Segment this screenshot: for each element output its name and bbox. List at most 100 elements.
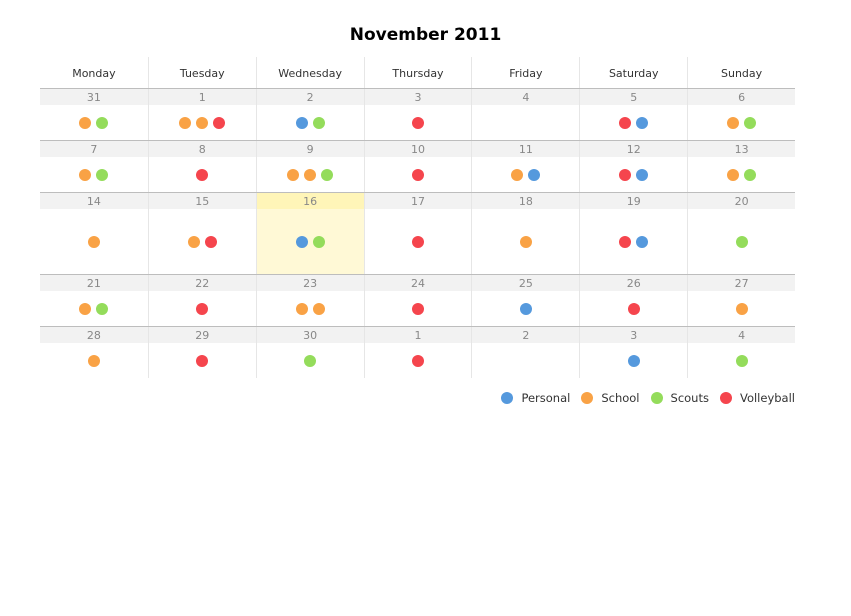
- event-dot-volleyball[interactable]: [619, 168, 632, 181]
- legend-dot-scouts: [650, 392, 663, 404]
- event-dot-school[interactable]: [304, 168, 317, 181]
- event-dot-scouts[interactable]: [96, 302, 109, 315]
- day-number: 5: [580, 89, 688, 105]
- event-dot-volleyball[interactable]: [204, 235, 217, 248]
- day-cell[interactable]: 31: [40, 89, 148, 140]
- day-cell[interactable]: 4: [687, 327, 796, 378]
- day-number: 12: [580, 141, 688, 157]
- legend-dot-volleyball: [719, 392, 732, 404]
- day-cell[interactable]: 1: [363, 327, 472, 378]
- event-dot-school[interactable]: [287, 168, 300, 181]
- day-cell[interactable]: 27: [687, 275, 796, 326]
- day-cell[interactable]: 17: [363, 193, 472, 274]
- day-cell[interactable]: 13: [687, 141, 796, 192]
- event-dot-scouts[interactable]: [735, 235, 748, 248]
- event-dot-school[interactable]: [295, 302, 308, 315]
- event-dot-school[interactable]: [196, 116, 209, 129]
- event-dot-volleyball[interactable]: [412, 168, 424, 181]
- event-dot-personal[interactable]: [519, 302, 532, 315]
- day-cell[interactable]: 30: [255, 327, 364, 378]
- day-cell[interactable]: 10: [363, 141, 472, 192]
- day-cell[interactable]: 29: [147, 327, 256, 378]
- event-dot-volleyball[interactable]: [213, 116, 226, 129]
- event-dot-volleyball[interactable]: [412, 116, 424, 129]
- event-dot-school[interactable]: [519, 235, 532, 248]
- day-number: 1: [148, 89, 256, 105]
- event-dot-volleyball[interactable]: [412, 354, 424, 367]
- day-cell[interactable]: 22: [147, 275, 256, 326]
- day-cell[interactable]: 18: [471, 193, 580, 274]
- day-cell[interactable]: 23: [255, 275, 364, 326]
- day-cell[interactable]: 6: [687, 89, 796, 140]
- event-dot-personal[interactable]: [636, 116, 649, 129]
- event-dot-school[interactable]: [79, 168, 92, 181]
- event-dot-scouts[interactable]: [312, 235, 325, 248]
- legend-item-personal[interactable]: Personal: [501, 391, 570, 405]
- event-dot-scouts[interactable]: [744, 116, 757, 129]
- day-cell[interactable]: 9: [255, 141, 364, 192]
- event-dot-school[interactable]: [511, 168, 524, 181]
- event-dot-school[interactable]: [312, 302, 325, 315]
- legend-item-scouts[interactable]: Scouts: [650, 391, 709, 405]
- event-dot-school[interactable]: [727, 168, 740, 181]
- event-dot-school[interactable]: [79, 302, 92, 315]
- event-dot-volleyball[interactable]: [412, 302, 424, 315]
- event-dot-personal[interactable]: [636, 235, 649, 248]
- event-dot-scouts[interactable]: [744, 168, 757, 181]
- day-cell[interactable]: 28: [40, 327, 148, 378]
- day-number: 29: [148, 327, 256, 343]
- event-dot-personal[interactable]: [295, 116, 308, 129]
- event-dot-scouts[interactable]: [321, 168, 334, 181]
- event-dot-volleyball[interactable]: [619, 235, 632, 248]
- day-cell[interactable]: 11: [471, 141, 580, 192]
- event-dot-school[interactable]: [179, 116, 192, 129]
- day-cell[interactable]: 21: [40, 275, 148, 326]
- day-cell[interactable]: 4: [471, 89, 580, 140]
- event-dot-personal[interactable]: [528, 168, 541, 181]
- day-cell[interactable]: 3: [579, 327, 688, 378]
- event-dot-volleyball[interactable]: [196, 168, 209, 181]
- day-cell[interactable]: 5: [579, 89, 688, 140]
- event-dot-volleyball[interactable]: [196, 302, 209, 315]
- day-cell[interactable]: 14: [40, 193, 148, 274]
- weeks-container: 31 1 2 3 4 5 6 7 8 9 10 11 12 13 14 15 16 17 18 19 20 21 22 23 2…: [40, 89, 796, 378]
- event-dot-volleyball[interactable]: [412, 235, 424, 248]
- event-dot-scouts[interactable]: [96, 168, 109, 181]
- event-dot-scouts[interactable]: [312, 116, 325, 129]
- event-dot-scouts[interactable]: [735, 354, 748, 367]
- day-cell[interactable]: 24: [363, 275, 472, 326]
- day-cell-today[interactable]: 16: [255, 193, 364, 274]
- event-dot-school[interactable]: [727, 116, 740, 129]
- event-dot-volleyball[interactable]: [196, 354, 209, 367]
- legend-item-volleyball[interactable]: Volleyball: [719, 391, 795, 405]
- event-dot-school[interactable]: [87, 235, 100, 248]
- day-cell[interactable]: 25: [471, 275, 580, 326]
- day-cell[interactable]: 2: [255, 89, 364, 140]
- event-dot-school[interactable]: [87, 354, 100, 367]
- day-events: [365, 209, 472, 274]
- day-events: [688, 105, 795, 140]
- event-dot-scouts[interactable]: [304, 354, 317, 367]
- event-dot-personal[interactable]: [627, 354, 640, 367]
- day-cell[interactable]: 26: [579, 275, 688, 326]
- event-dot-personal[interactable]: [636, 168, 649, 181]
- event-dot-school[interactable]: [187, 235, 200, 248]
- day-cell[interactable]: 7: [40, 141, 148, 192]
- event-dot-school[interactable]: [79, 116, 92, 129]
- day-cell[interactable]: 1: [147, 89, 256, 140]
- event-dot-volleyball[interactable]: [627, 302, 640, 315]
- day-cell[interactable]: 20: [687, 193, 796, 274]
- legend-item-school[interactable]: School: [581, 391, 640, 405]
- day-cell[interactable]: 2: [471, 327, 580, 378]
- event-dot-school[interactable]: [735, 302, 748, 315]
- event-dot-volleyball[interactable]: [619, 116, 632, 129]
- day-cell[interactable]: 3: [363, 89, 472, 140]
- legend: Personal School Scouts Volleyball: [490, 391, 795, 405]
- day-cell[interactable]: 12: [579, 141, 688, 192]
- day-cell[interactable]: 15: [147, 193, 256, 274]
- day-cell[interactable]: 8: [147, 141, 256, 192]
- day-cell[interactable]: 19: [579, 193, 688, 274]
- event-dot-personal[interactable]: [295, 235, 308, 248]
- day-number: 30: [256, 327, 364, 343]
- event-dot-scouts[interactable]: [96, 116, 109, 129]
